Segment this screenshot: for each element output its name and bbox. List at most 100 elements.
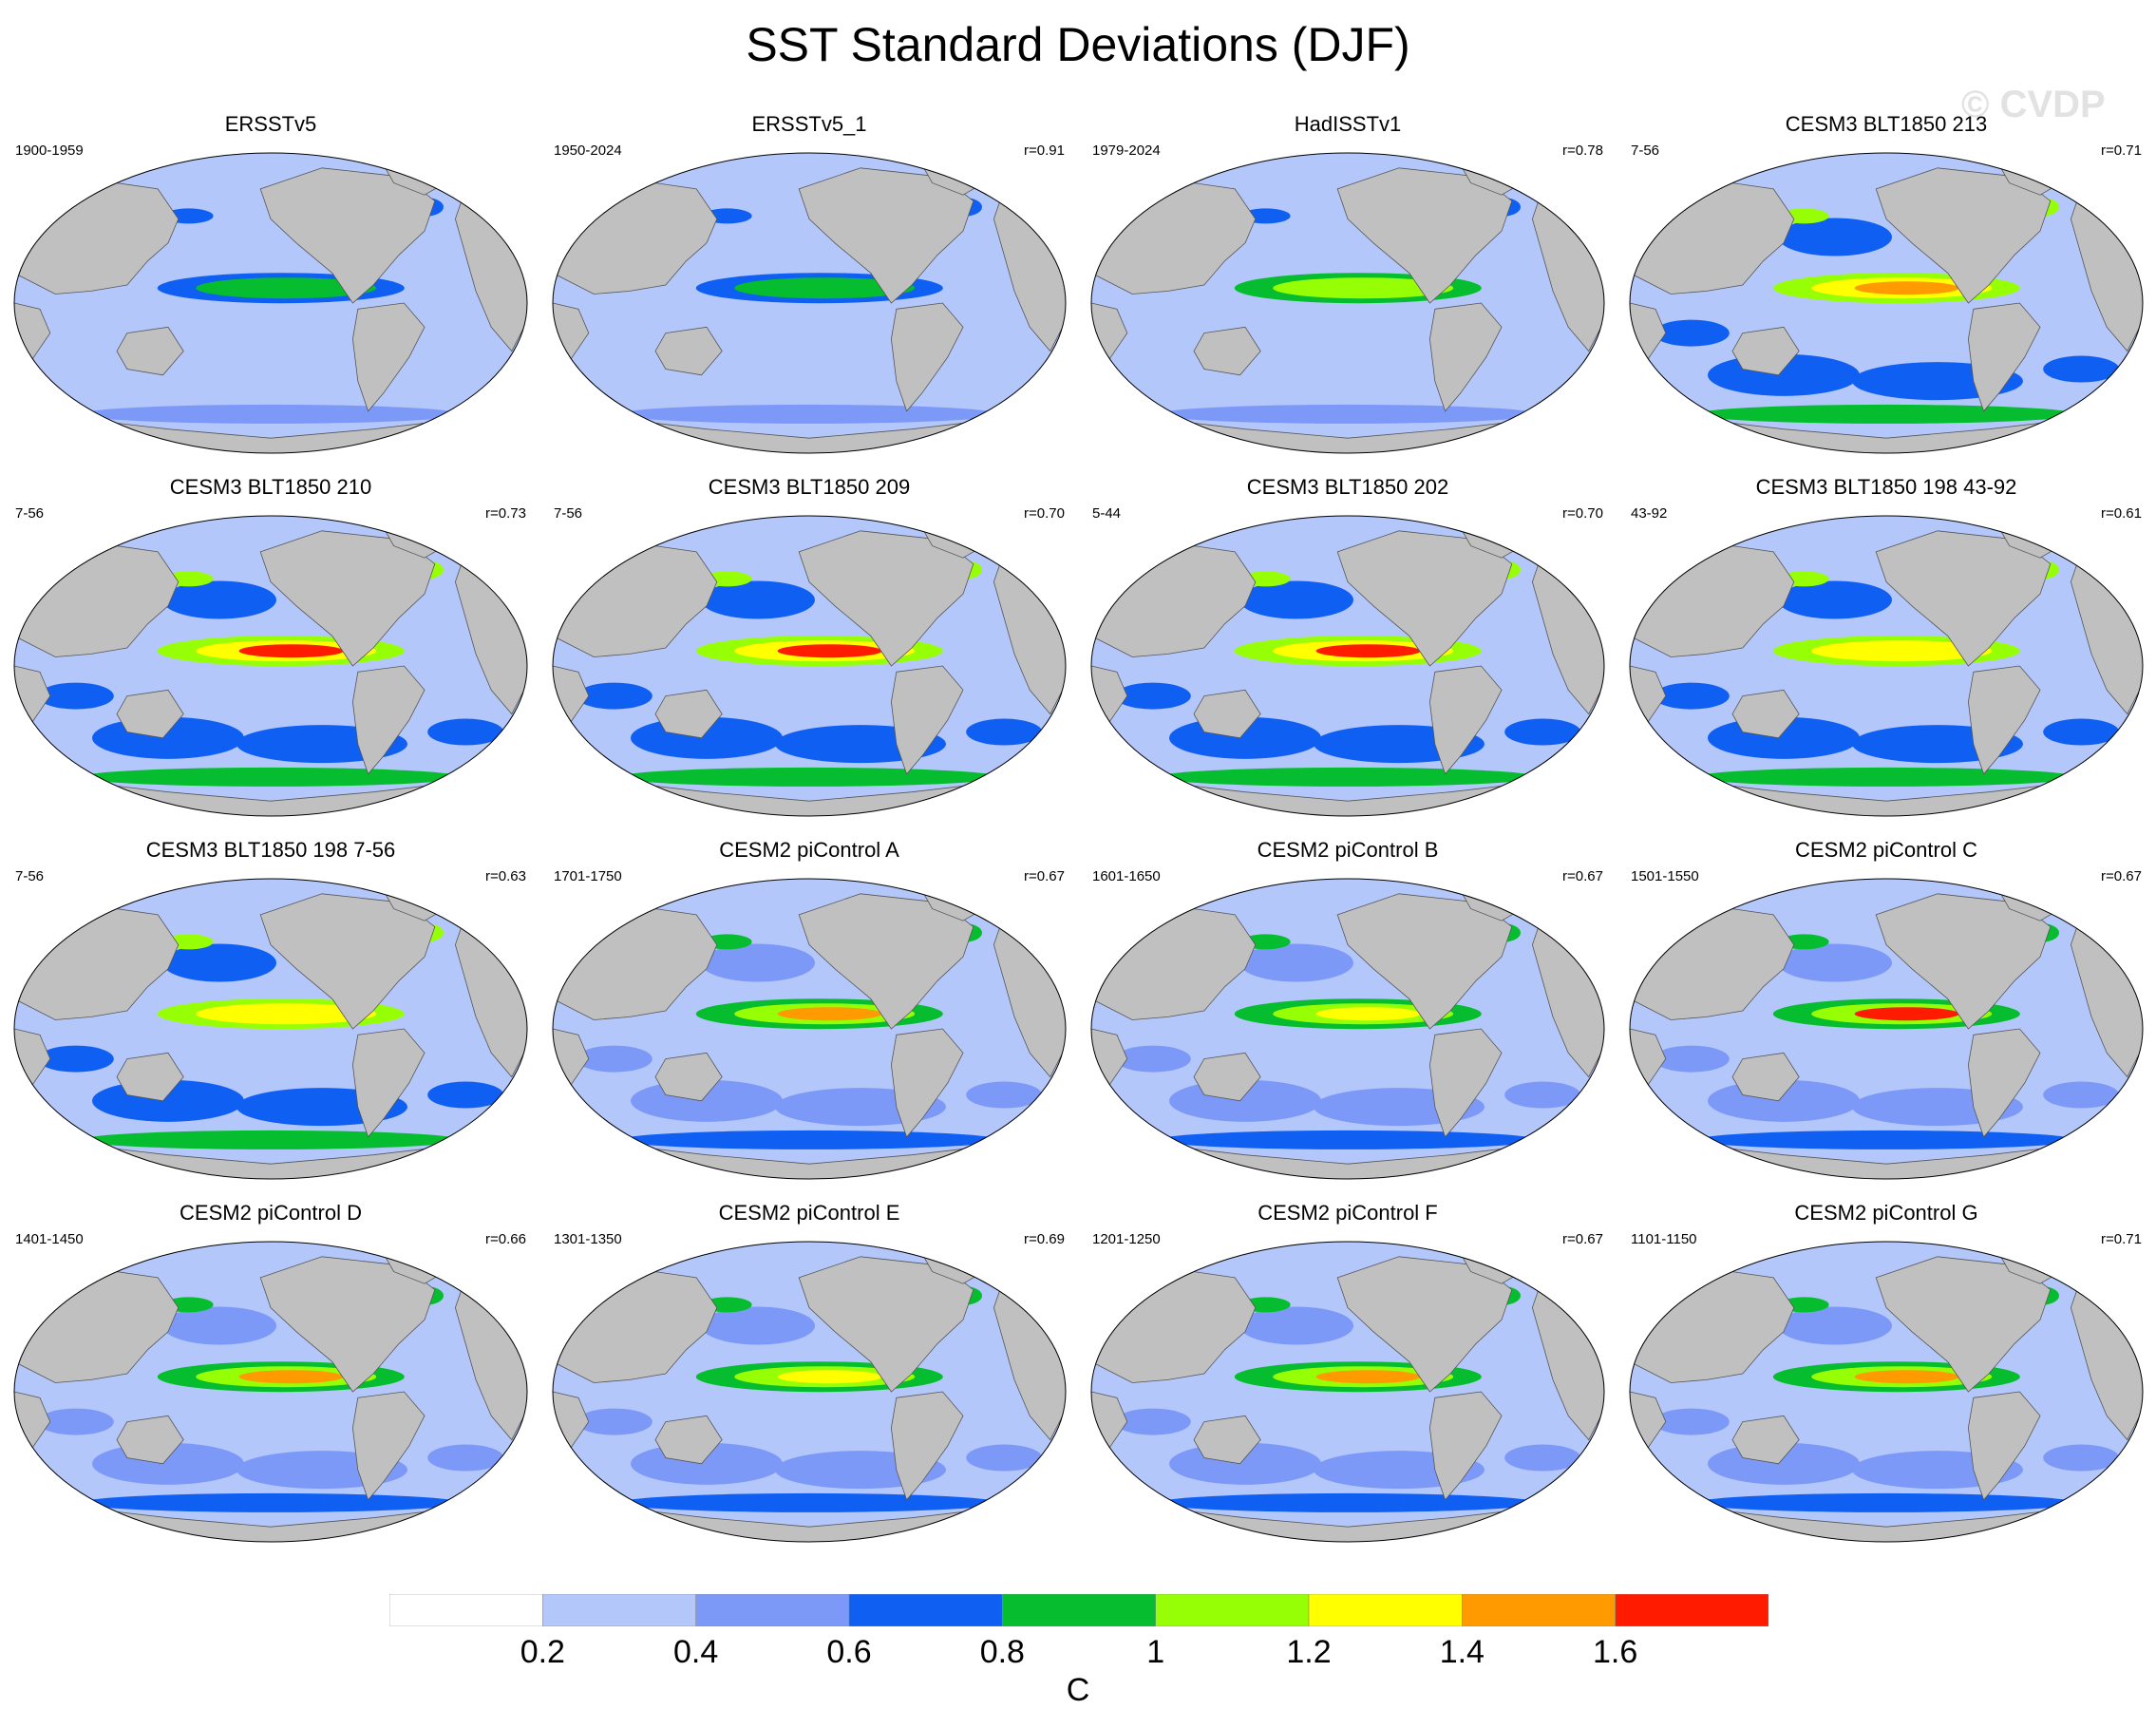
sst-patch (1653, 1045, 1730, 1073)
sst-patch (1504, 355, 1581, 383)
panel-title: CESM2 piControl A (719, 838, 899, 862)
enso-core (238, 1370, 344, 1384)
colorbar-tick-label: 0.8 (979, 1634, 1025, 1670)
panel-period: 1601-1650 (1092, 868, 1161, 884)
southern-ocean-band (1158, 1492, 1538, 1512)
panel-pattern-correlation: r=0.70 (1024, 505, 1065, 522)
colorbar-swatch (542, 1594, 696, 1626)
north-pacific-patch (1239, 218, 1353, 256)
enso-core (777, 281, 882, 295)
southern-ocean-band (619, 404, 999, 424)
panel-pattern-correlation: r=0.69 (1024, 1231, 1065, 1247)
panel-period: 1501-1550 (1631, 868, 1699, 884)
north-pacific-patch (701, 580, 815, 619)
robinson-map (1090, 878, 1605, 1180)
enso-core (238, 1007, 344, 1021)
colorbar-swatch (848, 1594, 1003, 1626)
map-panel: CESM2 piControl G 1101-1150 r=0.71 (1617, 1201, 2155, 1550)
land-mass (1428, 665, 1503, 775)
map-border (552, 878, 1067, 1180)
land-mass (351, 1028, 426, 1138)
land-mass (654, 689, 723, 739)
colorbar-swatch (1155, 1594, 1310, 1626)
land-mass (890, 1028, 964, 1138)
sst-patch (1504, 718, 1581, 746)
panel-title: CESM2 piControl E (718, 1201, 900, 1225)
panel-pattern-correlation: r=0.67 (1562, 1231, 1603, 1247)
panel-title: CESM3 BLT1850 202 (1246, 475, 1449, 499)
north-pacific-patch (1239, 580, 1353, 619)
colorbar-tick-label: 1 (1146, 1634, 1165, 1670)
north-pacific-patch (1239, 1306, 1353, 1345)
enso-core (1315, 644, 1421, 658)
sst-patch (1114, 319, 1191, 347)
panel-pattern-correlation: r=0.71 (2101, 1231, 2142, 1247)
panel-pattern-correlation: r=0.78 (1562, 142, 1603, 159)
land-mass (654, 326, 723, 376)
robinson-map (1629, 515, 2144, 817)
panel-period: 1979-2024 (1092, 142, 1161, 159)
panel-title: HadISSTv1 (1294, 112, 1402, 136)
southern-ocean-band (81, 1130, 461, 1150)
colorbar-tick-label: 1.6 (1593, 1634, 1638, 1670)
land-mass (116, 1052, 184, 1102)
map-panel: CESM2 piControl D 1401-1450 r=0.66 (2, 1201, 539, 1550)
panel-period: 7-56 (554, 505, 583, 522)
sst-patch (966, 718, 1043, 746)
panel-pattern-correlation: r=0.73 (485, 505, 526, 522)
enso-core (1854, 644, 1959, 658)
sst-patch (1653, 682, 1730, 710)
panel-period: 1201-1250 (1092, 1231, 1161, 1247)
land-mass (1967, 302, 2041, 412)
panel-period: 1401-1450 (15, 1231, 84, 1247)
north-pacific-patch (1778, 943, 1892, 982)
colorbar-swatch (1615, 1594, 1768, 1626)
robinson-map (13, 878, 528, 1180)
enso-core (1315, 1007, 1421, 1021)
panel-pattern-correlation: r=0.61 (2101, 505, 2142, 522)
sst-patch (2043, 718, 2120, 746)
map-panel: ERSSTv5_1 1950-2024 r=0.91 (540, 112, 1078, 462)
land-mass (1731, 689, 1800, 739)
north-pacific-patch (701, 218, 815, 256)
panel-title: CESM3 BLT1850 198 43-92 (1755, 475, 2017, 499)
sst-patch (427, 718, 504, 746)
land-mass (1193, 1052, 1261, 1102)
sst-patch (2043, 355, 2120, 383)
land-mass (1193, 689, 1261, 739)
land-mass (1193, 1415, 1261, 1465)
sst-patch (966, 355, 1043, 383)
sst-patch (1653, 1408, 1730, 1435)
land-mass (890, 1391, 964, 1501)
map-panel: CESM2 piControl C 1501-1550 r=0.67 (1617, 838, 2155, 1188)
map-border (13, 878, 528, 1180)
colorbar-swatch (1002, 1594, 1156, 1626)
land-mass (654, 1415, 723, 1465)
map-border (1090, 878, 1605, 1180)
land-mass (654, 1052, 723, 1102)
colorbar-tick-label: 1.4 (1439, 1634, 1485, 1670)
land-mass (116, 1415, 184, 1465)
enso-core (238, 281, 344, 295)
north-pacific-patch (162, 218, 276, 256)
land-mass (1967, 665, 2041, 775)
north-pacific-patch (162, 1306, 276, 1345)
panel-pattern-correlation: r=0.63 (485, 868, 526, 884)
robinson-map (552, 515, 1067, 817)
map-panel: CESM2 piControl B 1601-1650 r=0.67 (1079, 838, 1617, 1188)
sst-patch (2043, 1081, 2120, 1109)
north-pacific-patch (1778, 218, 1892, 256)
enso-core (1854, 281, 1959, 295)
cvdp-watermark: © CVDP (1961, 84, 2106, 125)
robinson-map (1629, 152, 2144, 454)
map-panel: CESM2 piControl E 1301-1350 r=0.69 (540, 1201, 1078, 1550)
map-border (13, 515, 528, 817)
map-panel: ERSSTv5 1900-1959 (2, 112, 539, 462)
panel-title: CESM3 BLT1850 209 (708, 475, 911, 499)
panel-title: CESM2 piControl C (1795, 838, 1977, 862)
panel-period: 43-92 (1631, 505, 1668, 522)
map-border (13, 152, 528, 454)
sst-patch (576, 319, 652, 347)
land-mass (890, 302, 964, 412)
land-mass (1428, 1391, 1503, 1501)
